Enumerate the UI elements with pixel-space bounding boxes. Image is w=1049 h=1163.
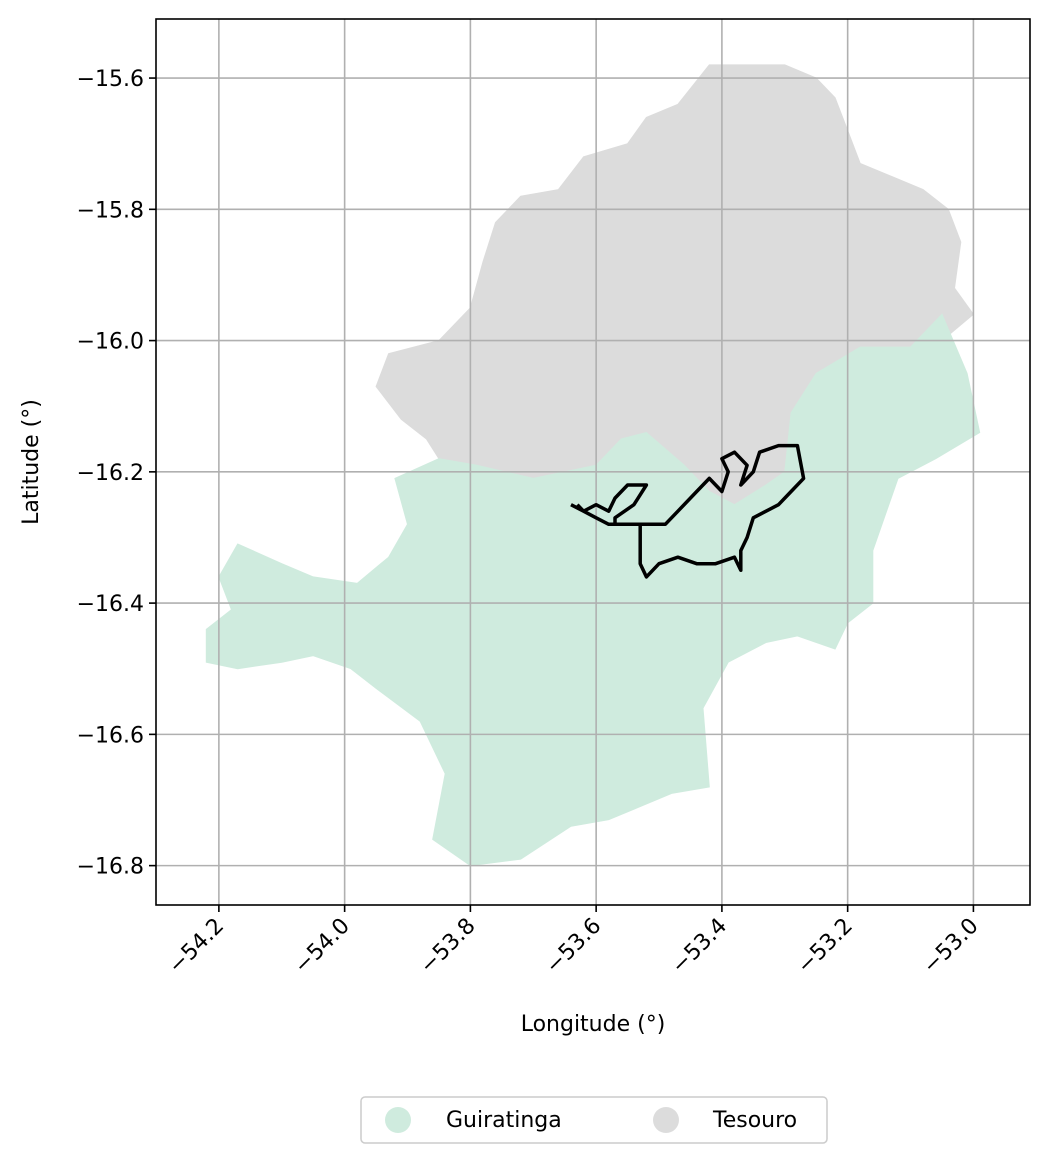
y-tick-label: −16.6 — [77, 723, 144, 748]
x-tick-label: −54.0 — [290, 914, 355, 979]
x-axis-ticks: −54.2 −54.0 −53.8 −53.6 −53.4 −53.2 −53.0 — [164, 905, 984, 979]
y-tick-label: −16.0 — [77, 330, 144, 355]
track-line — [570, 443, 806, 579]
y-tick-label: −15.8 — [77, 198, 144, 223]
y-axis-label: Latitude (°) — [19, 399, 44, 525]
x-tick-label: −53.4 — [667, 914, 732, 979]
legend-box — [360, 1096, 828, 1144]
y-tick-label: −15.6 — [77, 67, 144, 92]
x-tick-label: −53.8 — [415, 914, 480, 979]
legend-swatch-tesouro — [653, 1107, 679, 1133]
grid-layer — [156, 19, 1030, 905]
x-tick-label: −53.0 — [918, 914, 983, 979]
x-tick-label: −54.2 — [164, 914, 229, 979]
legend: Guiratinga Tesouro — [360, 1096, 828, 1144]
plot-area — [155, 18, 1031, 906]
y-tick-label: −16.2 — [77, 461, 144, 486]
legend-swatch-guiratinga — [385, 1107, 411, 1133]
track-layer — [570, 443, 806, 579]
y-tick-label: −16.4 — [77, 592, 144, 617]
legend-label-tesouro: Tesouro — [712, 1108, 797, 1133]
x-tick-label: −53.2 — [793, 914, 858, 979]
plot-frame — [155, 18, 1031, 906]
x-axis-label: Longitude (°) — [521, 1012, 666, 1037]
x-tick-label: −53.6 — [541, 914, 606, 979]
y-tick-label: −16.8 — [77, 855, 144, 880]
y-axis-ticks: −15.6 −15.8 −16.0 −16.2 −16.4 −16.6 −16.8 — [77, 67, 156, 880]
legend-label-guiratinga: Guiratinga — [446, 1108, 562, 1133]
